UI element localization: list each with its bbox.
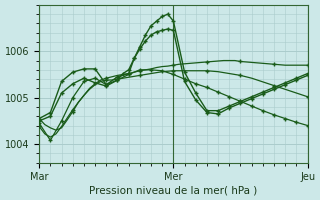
X-axis label: Pression niveau de la mer( hPa ): Pression niveau de la mer( hPa ) — [89, 185, 258, 195]
